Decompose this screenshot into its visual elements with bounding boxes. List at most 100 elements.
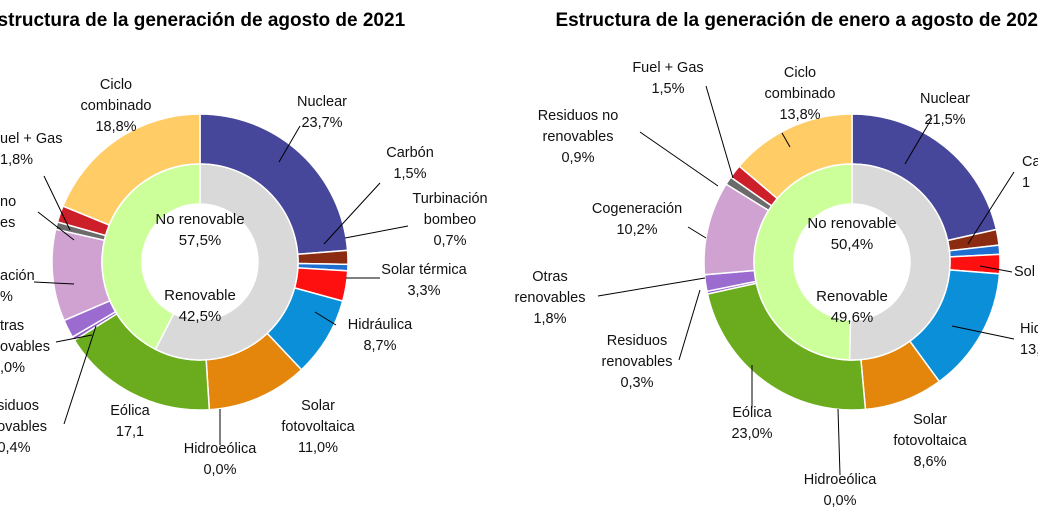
- data-label-line: enovables: [0, 419, 47, 435]
- data-label-line: 8,7%: [363, 338, 396, 354]
- data-label-line: 21,5%: [924, 112, 965, 128]
- data-label: Cogeneración 10,2%: [592, 201, 682, 238]
- data-label-line: Ca: [1022, 154, 1038, 170]
- data-label-line: Eólica: [110, 403, 150, 419]
- inner-label-value: 49,6%: [831, 309, 874, 326]
- data-label-line: esiduos: [0, 398, 39, 414]
- data-label-line: 0,4%: [0, 440, 31, 456]
- data-label-line: ación: [0, 268, 35, 284]
- data-label-line: Carbón: [386, 145, 434, 161]
- data-label-line: Nuclear: [920, 91, 970, 107]
- data-label-line: renovables: [602, 354, 673, 370]
- data-label-line: 23,0%: [731, 426, 772, 442]
- data-label-line: renovables: [515, 290, 586, 306]
- data-label: tras ovables ,0%: [0, 318, 50, 376]
- data-label-line: Fuel + Gas: [632, 60, 703, 76]
- data-label: Solar térmica 3,3%: [381, 262, 467, 299]
- data-label: Turbinación bombeo 0,7%: [412, 191, 487, 249]
- data-label-line: Hidráu: [1020, 321, 1038, 337]
- leader-line: [43, 175, 71, 231]
- leader-line: [687, 226, 707, 239]
- leader-line: [705, 85, 734, 179]
- leader-line: [837, 408, 841, 476]
- data-label-line: ovables: [0, 339, 50, 355]
- inner-label-category: No renovable: [155, 211, 244, 228]
- inner-slice-renovable: [753, 163, 853, 361]
- data-label: Solar fotovoltaica 11,0%: [281, 398, 355, 456]
- inner-label-category: Renovable: [816, 288, 888, 305]
- data-label-line: 0,3%: [620, 375, 653, 391]
- leader-line: [979, 265, 1013, 273]
- data-label-line: 0,9%: [561, 150, 594, 166]
- donut-chart-august: Estructura de la generación de agosto de…: [0, 10, 488, 478]
- data-label: ación%: [0, 268, 35, 305]
- data-label-line: 1,5%: [393, 166, 426, 182]
- data-label-line: Otras: [532, 269, 567, 285]
- data-label-line: 1: [1022, 175, 1030, 191]
- data-label-line: 13,7: [1020, 342, 1038, 358]
- data-label-line: 23,7%: [301, 115, 342, 131]
- inner-label-value: 57,5%: [179, 232, 222, 249]
- data-label: uel + Gas 1,8%: [0, 131, 62, 168]
- data-label-line: combinado: [765, 86, 836, 102]
- data-label-line: 1,8%: [533, 311, 566, 327]
- data-label: Hidráulica 8,7%: [348, 317, 413, 354]
- leader-line: [344, 225, 409, 239]
- data-label-line: 3,3%: [407, 283, 440, 299]
- data-label-line: Nuclear: [297, 94, 347, 110]
- chart-title: Estructura de la generación de agosto de…: [0, 10, 406, 31]
- data-label: Nuclear 23,7%: [297, 94, 347, 131]
- leader-line: [904, 117, 933, 165]
- data-label: Ciclo combinado 18,8%: [81, 77, 152, 135]
- data-label-line: tras: [0, 318, 24, 334]
- data-label-line: combinado: [81, 98, 152, 114]
- leader-line: [55, 334, 93, 343]
- leader-line: [278, 125, 301, 163]
- data-label: Solar fotovoltaica 8,6%: [893, 412, 967, 470]
- data-label-line: Hidráulica: [348, 317, 413, 333]
- data-label: Ciclo combinado 13,8%: [765, 65, 836, 123]
- data-label: Fuel + Gas 1,5%: [632, 60, 703, 97]
- data-label-line: 0,0%: [823, 493, 856, 509]
- data-label: Eólica 17,1: [110, 403, 150, 440]
- data-label: Carbón 1,5%: [386, 145, 434, 182]
- inner-slice-renovable: [101, 163, 201, 351]
- data-label-line: Sol: [1014, 264, 1035, 280]
- data-label-line: 1,8%: [0, 152, 33, 168]
- leader-line: [951, 325, 1015, 340]
- leader-line: [314, 311, 337, 326]
- data-label: esiduos enovables 0,4%: [0, 398, 47, 456]
- leader-line: [597, 277, 706, 297]
- inner-slice-no-renovable: [154, 163, 299, 361]
- data-label-line: Cogeneración: [592, 201, 682, 217]
- data-label-line: bombeo: [424, 212, 476, 228]
- data-label: Hidroeólica 0,0%: [184, 441, 257, 478]
- leader-line: [33, 281, 75, 285]
- data-label-line: uel + Gas: [0, 131, 62, 147]
- data-label-line: 1,5%: [651, 81, 684, 97]
- inner-label-no-renovable: No renovable 57,5%: [155, 211, 244, 249]
- data-label-line: Residuos: [607, 333, 667, 349]
- data-label-line: 13,8%: [779, 107, 820, 123]
- donut-chart-jan-aug: Estructura de la generación de enero a a…: [515, 10, 1038, 509]
- data-label-line: 0,0%: [203, 462, 236, 478]
- data-label: Nuclear 21,5%: [920, 91, 970, 128]
- inner-label-renovable: Renovable 49,6%: [816, 288, 888, 326]
- data-label-line: 8,6%: [913, 454, 946, 470]
- data-label: Residuos no renovables 0,9%: [538, 108, 619, 166]
- data-label: Sol: [1014, 264, 1035, 280]
- data-label: no es: [0, 194, 16, 231]
- leader-line: [967, 171, 1015, 245]
- data-label-line: renovables: [543, 129, 614, 145]
- chart-title: Estructura de la generación de enero a a…: [555, 10, 1038, 31]
- leader-line: [323, 182, 381, 245]
- inner-label-value: 42,5%: [179, 308, 222, 325]
- inner-slice-no-renovable: [848, 163, 951, 361]
- data-label-line: Solar térmica: [381, 262, 467, 278]
- leader-line: [63, 325, 97, 425]
- data-label-line: Solar: [913, 412, 947, 428]
- inner-label-value: 50,4%: [831, 236, 874, 253]
- data-label-line: ,0%: [0, 360, 25, 376]
- data-label-line: Residuos no: [538, 108, 619, 124]
